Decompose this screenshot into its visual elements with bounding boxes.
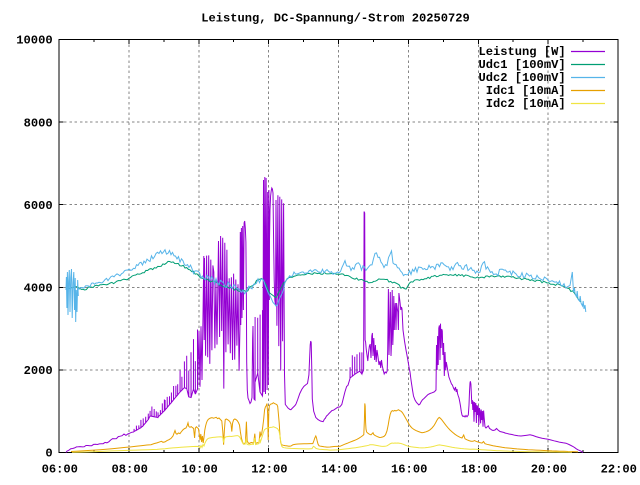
svg-text:10000: 10000 [16, 34, 52, 48]
svg-text:2000: 2000 [24, 364, 53, 378]
svg-text:Udc1 [100mV]: Udc1 [100mV] [479, 58, 566, 72]
svg-text:Leistung [W]: Leistung [W] [479, 45, 566, 59]
svg-text:06:00: 06:00 [42, 463, 78, 477]
svg-text:20:00: 20:00 [531, 463, 567, 477]
svg-text:0: 0 [45, 447, 52, 461]
svg-text:14:00: 14:00 [321, 463, 357, 477]
svg-text:8000: 8000 [24, 116, 53, 130]
svg-text:16:00: 16:00 [391, 463, 427, 477]
svg-text:12:00: 12:00 [251, 463, 287, 477]
svg-text:Udc2 [100mV]: Udc2 [100mV] [479, 71, 566, 85]
svg-text:Idc2 [10mA]: Idc2 [10mA] [486, 97, 566, 111]
svg-text:22:00: 22:00 [601, 463, 637, 477]
svg-text:18:00: 18:00 [461, 463, 497, 477]
svg-text:10:00: 10:00 [181, 463, 217, 477]
svg-text:08:00: 08:00 [112, 463, 148, 477]
svg-text:6000: 6000 [24, 199, 53, 213]
svg-text:4000: 4000 [24, 282, 53, 296]
svg-text:Idc1 [10mA]: Idc1 [10mA] [486, 84, 566, 98]
svg-text:Leistung, DC-Spannung/-Strom 2: Leistung, DC-Spannung/-Strom 20250729 [201, 12, 470, 26]
